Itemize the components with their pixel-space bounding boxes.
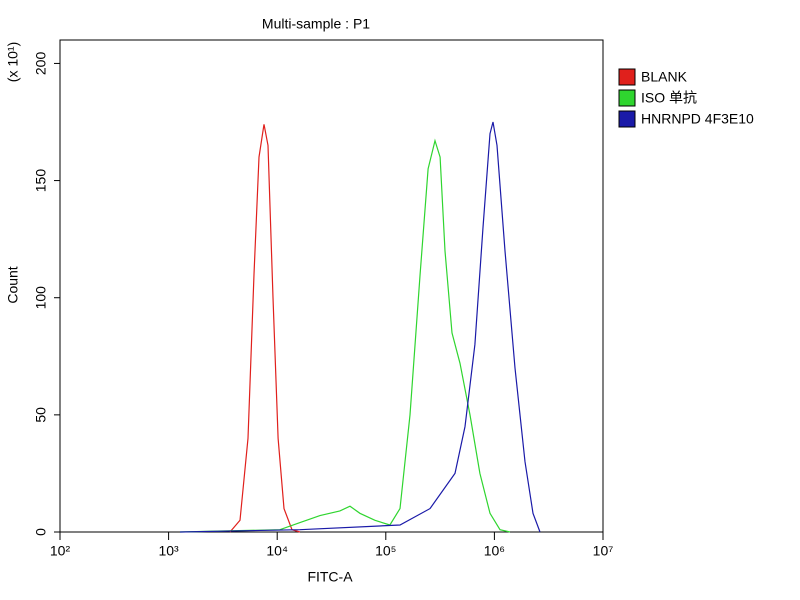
x-axis-label: FITC-A xyxy=(307,569,353,585)
x-tick-label: 10⁵ xyxy=(375,543,396,559)
x-tick-label: 10³ xyxy=(158,543,179,559)
y-tick-label: 50 xyxy=(33,407,49,423)
series-line xyxy=(179,121,541,533)
plot-frame xyxy=(59,39,604,533)
y-tick-label: 0 xyxy=(33,528,49,536)
x-tick-label: 10⁷ xyxy=(593,543,614,559)
y-tick-label: 150 xyxy=(33,169,49,193)
y-axis-unit: (x 10¹) xyxy=(5,42,21,82)
y-tick-label: 200 xyxy=(33,52,49,76)
x-tick-label: 10⁶ xyxy=(484,543,505,559)
legend-swatch xyxy=(618,68,636,86)
legend-label: HNRNPD 4F3E10 xyxy=(641,111,754,127)
legend-swatch xyxy=(618,89,636,107)
series-line xyxy=(179,138,511,533)
series-line xyxy=(229,124,301,533)
legend-label: ISO 单抗 xyxy=(641,90,697,106)
x-tick-label: 10² xyxy=(50,543,71,559)
legend-label: BLANK xyxy=(641,69,688,85)
y-axis-label: Count xyxy=(5,266,21,303)
legend-swatch xyxy=(618,110,636,128)
chart-title: Multi-sample : P1 xyxy=(262,16,370,32)
x-tick-label: 10⁴ xyxy=(266,543,288,559)
y-tick-label: 100 xyxy=(33,286,49,310)
